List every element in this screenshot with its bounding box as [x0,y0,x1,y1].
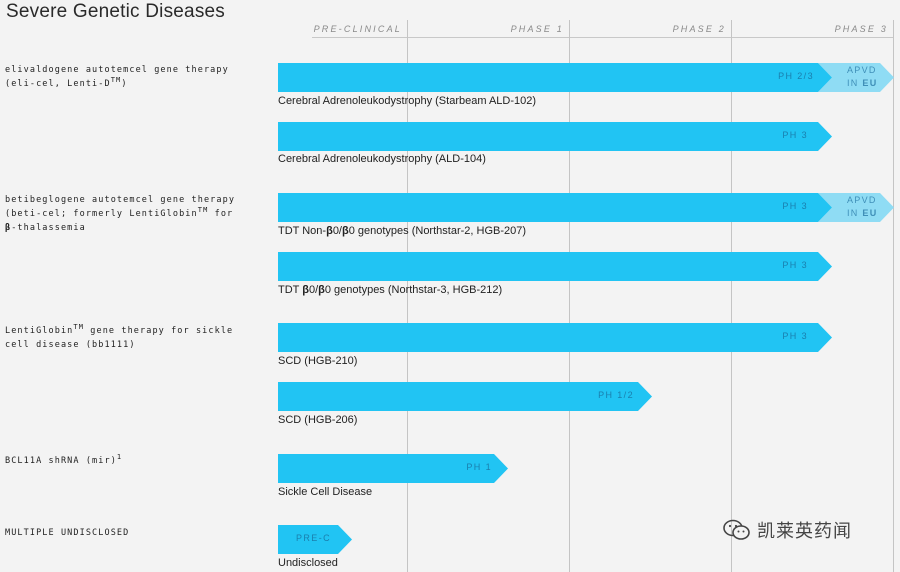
program-multiple-undisclosed: MULTIPLE UNDISCLOSED [5,528,130,538]
approved-label: APVD IN EU [847,65,878,88]
phase-line-4 [893,20,894,572]
indication-hgb212: TDT β0/β0 genotypes (Northstar-3, HGB-21… [278,284,503,296]
bar-shape [278,122,832,151]
bar-shape [278,454,508,483]
bar-phase-label: PH 3 [782,331,808,341]
header-divider [312,37,894,38]
approved-label: APVD IN EU [847,195,878,218]
bar-undisclosed: PRE-C [278,525,358,554]
indication-hgb210: SCD (HGB-210) [278,355,358,367]
phase-line-3 [731,20,732,572]
wechat-icon [723,519,750,540]
page-title: Severe Genetic Diseases [6,1,225,22]
bar-phase-label: PRE-C [295,533,331,543]
bar-bcl11a: PH 1 [278,454,513,483]
indication-undisclosed: Undisclosed [278,557,338,569]
indication-ald104: Cerebral Adrenoleukodystrophy (ALD-104) [278,153,486,165]
bar-phase-label: PH 1/2 [598,390,634,400]
phase-header-phase2: PHASE 2 [672,24,726,34]
bar-shape [278,193,832,222]
program-bcl11a: BCL11A shRNA (mir)1 [5,453,123,466]
bar-shape [278,63,832,92]
bar-approved-segment [818,63,894,92]
bar-beti-cel-hgb212: PH 3 [278,252,838,281]
watermark-text: 凯莱英药闻 [757,521,852,541]
indication-hgb206: SCD (HGB-206) [278,414,358,426]
bar-beti-cel-hgb207: PH 3 APVD IN EU [278,193,898,222]
bar-phase-label: PH 1 [466,462,492,472]
phase-line-1 [407,20,408,572]
bar-eli-cel-ald102: PH 2/3 APVD IN EU [278,63,898,92]
indication-hgb207: TDT Non-β0/β0 genotypes (Northstar-2, HG… [278,225,527,237]
bar-shape [278,382,652,411]
phase-header-preclinical: PRE-CLINICAL [313,24,402,34]
phase-header-phase3: PHASE 3 [834,24,888,34]
bar-shape [278,252,832,281]
bar-phase-label: PH 3 [782,201,808,211]
bar-lentiglobin-hgb206: PH 1/2 [278,382,658,411]
phase-line-2 [569,20,570,572]
phase-header-phase1: PHASE 1 [510,24,564,34]
bar-phase-label: PH 3 [782,130,808,140]
indication-sickle-cell: Sickle Cell Disease [278,486,373,498]
bar-approved-segment [818,193,894,222]
program-eli-cel: elivaldogene autotemcel gene therapy (el… [5,65,229,89]
program-beti-cel: betibeglogene autotemcel gene therapy (b… [5,195,236,233]
bar-phase-label: PH 3 [782,260,808,270]
bar-phase-label: PH 2/3 [778,71,814,81]
bar-shape [278,525,352,554]
bar-lentiglobin-hgb210: PH 3 [278,323,838,352]
bar-eli-cel-ald104: PH 3 [278,122,838,151]
bar-shape [278,323,832,352]
program-lentiglobin-scd: LentiGlobinTM gene therapy for sickle ce… [5,323,234,350]
indication-ald102: Cerebral Adrenoleukodystrophy (Starbeam … [278,95,537,107]
